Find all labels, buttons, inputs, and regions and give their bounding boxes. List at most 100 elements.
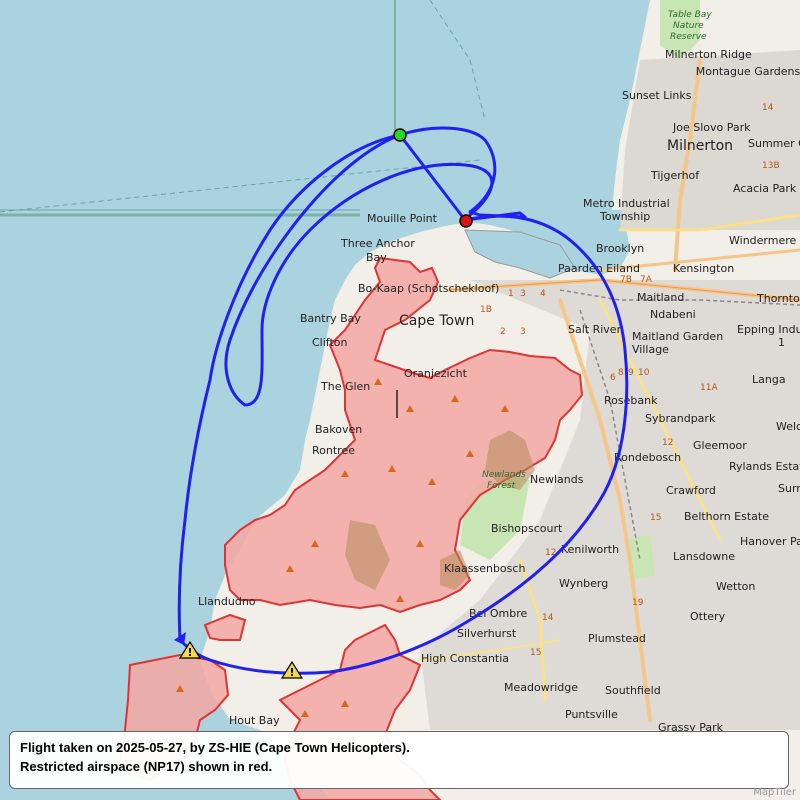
svg-text:14: 14 [542,613,554,623]
caption-line-2: Restricted airspace (NP17) shown in red. [20,759,273,774]
svg-text:7A: 7A [640,275,653,285]
svg-text:Hout Bay: Hout Bay [229,714,280,727]
svg-text:Silverhurst: Silverhurst [457,627,517,640]
peak-markers [176,378,509,717]
svg-text:Langa: Langa [752,373,786,386]
svg-text:Rosebank: Rosebank [604,394,658,407]
svg-text:1B: 1B [480,305,492,315]
svg-text:Maitland Garden: Maitland Garden [632,330,723,343]
end-point-marker[interactable] [459,214,473,228]
svg-text:Windermere: Windermere [729,234,797,247]
svg-text:6: 6 [610,373,616,383]
svg-text:Bantry Bay: Bantry Bay [300,312,361,325]
svg-text:Rondebosch: Rondebosch [614,451,681,464]
svg-text:Newlands: Newlands [530,473,584,486]
roads [419,58,800,722]
svg-text:Clifton: Clifton [312,336,348,349]
restricted-area-table-mountain [224,256,584,614]
svg-text:Salt River: Salt River [568,323,622,336]
svg-text:Milnerton Ridge: Milnerton Ridge [665,48,752,61]
route-numbers: 14 13B 1 3 4 7B 7A 1B 2 3 6 8 9 10 11A 1… [480,103,780,658]
svg-text:Forest: Forest [487,481,516,491]
rail [559,289,800,561]
svg-text:Joe Slovo Park: Joe Slovo Park [672,121,751,134]
svg-text:Mouille Point: Mouille Point [367,212,438,225]
flight-direction-arrow [174,632,186,645]
svg-text:Gleemoor: Gleemoor [693,439,747,452]
svg-text:Paarden Eiland: Paarden Eiland [558,262,640,275]
restricted-area-llandudno [203,613,247,641]
svg-text:9: 9 [628,368,634,378]
svg-text:Thornton: Thornton [756,292,800,305]
svg-text:High Constantia: High Constantia [421,652,509,665]
svg-text:Bishopscourt: Bishopscourt [491,522,563,535]
svg-text:8: 8 [618,368,624,378]
svg-text:Oranjezicht: Oranjezicht [404,367,468,380]
svg-text:Village: Village [632,343,669,356]
svg-text:Wetton: Wetton [716,580,755,593]
svg-text:15: 15 [530,648,541,658]
svg-text:14: 14 [762,103,774,113]
svg-text:Southfield: Southfield [605,684,661,697]
svg-text:Ottery: Ottery [690,610,726,623]
svg-text:Acacia Park: Acacia Park [733,182,797,195]
svg-text:Maitland: Maitland [637,291,684,304]
svg-text:Kenilworth: Kenilworth [561,543,619,556]
svg-text:1: 1 [778,336,785,349]
svg-text:Sunset Links: Sunset Links [622,89,692,102]
label-table-bay-reserve: Table Bay [668,10,712,20]
svg-text:Lansdowne: Lansdowne [673,550,735,563]
svg-text:!: ! [187,646,192,659]
svg-text:Nature: Nature [673,21,704,31]
warning-icon[interactable]: ! [178,640,202,659]
urban-southern [420,280,800,730]
svg-text:Tijgerhof: Tijgerhof [650,169,700,182]
svg-text:2: 2 [500,327,506,337]
svg-text:15: 15 [650,513,661,523]
svg-text:Welc: Welc [776,420,800,433]
warning-icon[interactable]: ! [280,660,304,679]
svg-text:11A: 11A [700,383,718,393]
svg-text:Rontree: Rontree [312,444,355,457]
svg-text:4: 4 [540,289,546,299]
terrain [345,430,535,590]
svg-text:Klaassenbosch: Klaassenbosch [444,562,525,575]
flight-caption-box: Flight taken on 2025-05-27, by ZS-HIE (C… [9,731,789,789]
svg-text:Summer Greens: Summer Greens [748,137,800,150]
caption-line-1: Flight taken on 2025-05-27, by ZS-HIE (C… [20,740,410,755]
svg-text:13B: 13B [762,161,780,171]
svg-text:12: 12 [662,438,673,448]
start-point-marker[interactable] [393,128,407,142]
svg-text:Llandudno: Llandudno [198,595,256,608]
svg-text:10: 10 [638,368,650,378]
svg-text:Crawford: Crawford [666,484,716,497]
svg-text:Surr: Surr [778,482,800,495]
svg-text:Belthorn Estate: Belthorn Estate [684,510,769,523]
svg-text:Newlands: Newlands [482,470,526,480]
svg-text:Kensington: Kensington [673,262,734,275]
maritime-boundaries [0,0,486,217]
svg-text:Meadowridge: Meadowridge [504,681,578,694]
svg-text:Township: Township [599,210,650,223]
park-reserve [660,0,700,60]
svg-text:Milnerton: Milnerton [667,138,733,154]
svg-text:Brooklyn: Brooklyn [596,242,644,255]
place-labels: Table Bay Nature Reserve Milnerton Ridge… [198,10,800,734]
svg-text:Grassy Park: Grassy Park [658,721,724,734]
svg-text:Wynberg: Wynberg [559,577,608,590]
harbour [464,229,576,279]
svg-text:1: 1 [508,289,514,299]
svg-text:7B: 7B [620,275,632,285]
svg-text:!: ! [289,666,294,679]
svg-text:Puntsville: Puntsville [565,708,618,721]
svg-text:Reserve: Reserve [670,32,707,42]
svg-text:Bakoven: Bakoven [315,423,362,436]
svg-text:Montague Gardens: Montague Gardens [696,65,800,78]
svg-text:Cape Town: Cape Town [399,313,474,329]
svg-text:3: 3 [520,327,526,337]
svg-text:Three Anchor: Three Anchor [340,237,415,250]
map-attribution: MapTiler [753,787,796,798]
urban-northern [620,50,800,230]
svg-text:Plumstead: Plumstead [588,632,646,645]
